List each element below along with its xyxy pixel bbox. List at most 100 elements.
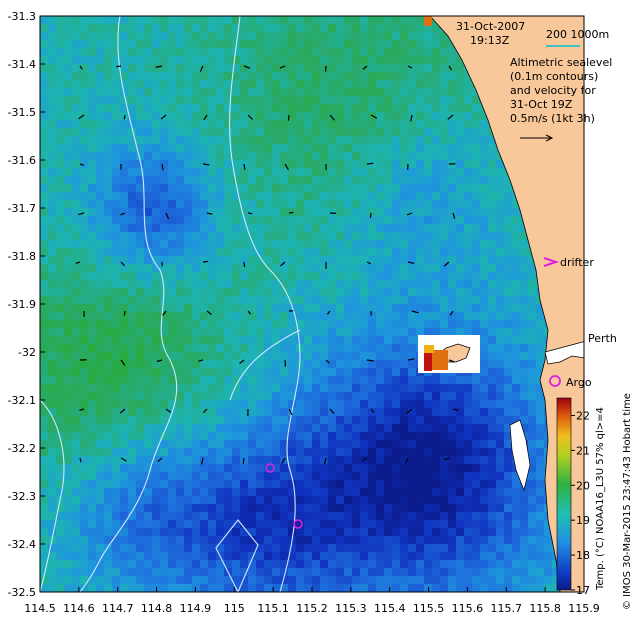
sst-cell <box>520 528 529 537</box>
sst-cell <box>312 200 321 209</box>
sst-cell <box>80 288 89 297</box>
sst-cell <box>432 392 441 401</box>
sst-cell <box>416 152 425 161</box>
sst-cell <box>264 384 273 393</box>
sst-cell <box>328 224 337 233</box>
sst-cell <box>184 552 193 561</box>
sst-cell <box>400 56 409 65</box>
sst-cell <box>80 328 89 337</box>
sst-cell <box>368 80 377 89</box>
sst-cell <box>544 544 553 553</box>
sst-cell <box>536 432 545 441</box>
sst-cell <box>456 88 465 97</box>
sst-cell <box>480 208 489 217</box>
sst-cell <box>304 416 313 425</box>
sst-cell <box>224 120 233 129</box>
sst-cell <box>176 376 185 385</box>
sst-cell <box>56 584 65 592</box>
sst-cell <box>240 112 249 121</box>
sst-cell <box>136 24 145 33</box>
sst-cell <box>200 200 209 209</box>
velocity-arrow <box>406 212 413 216</box>
sst-cell <box>160 280 169 289</box>
sst-cell <box>376 440 385 449</box>
sst-cell <box>232 232 241 241</box>
sst-cell <box>112 256 121 265</box>
sst-cell <box>232 360 241 369</box>
sst-cell <box>296 512 305 521</box>
sst-cell <box>176 96 185 105</box>
sst-cell <box>120 72 129 81</box>
sst-cell <box>112 584 121 592</box>
sst-cell <box>472 224 481 233</box>
sst-cell <box>184 56 193 65</box>
sst-cell <box>344 496 353 505</box>
velocity-arrow <box>79 65 83 70</box>
sst-cell <box>344 88 353 97</box>
sst-cell <box>48 568 57 577</box>
sst-cell <box>40 104 49 113</box>
sst-cell <box>344 184 353 193</box>
sst-cell <box>432 160 441 169</box>
sst-cell <box>200 272 209 281</box>
sst-cell <box>184 160 193 169</box>
velocity-arrow <box>370 114 378 119</box>
sst-cell <box>328 336 337 345</box>
sst-cell <box>200 536 209 545</box>
sst-cell <box>344 296 353 305</box>
sst-cell <box>440 208 449 217</box>
sst-cell <box>208 304 217 313</box>
velocity-arrows <box>75 65 459 465</box>
sst-cell <box>80 296 89 305</box>
sst-cell <box>488 496 497 505</box>
sst-cell <box>440 224 449 233</box>
sst-cell <box>480 240 489 249</box>
sst-cell <box>168 528 177 537</box>
sst-cell <box>528 408 537 417</box>
sst-cell <box>72 568 81 577</box>
sst-cell <box>216 528 225 537</box>
sst-cell <box>168 224 177 233</box>
sst-cell <box>392 112 401 121</box>
sst-cell <box>112 568 121 577</box>
sst-cell <box>392 184 401 193</box>
velocity-arrow <box>199 65 204 72</box>
sst-cell <box>376 344 385 353</box>
sst-cell <box>88 144 97 153</box>
sst-cell <box>440 256 449 265</box>
sst-cell <box>456 152 465 161</box>
velocity-arrow <box>447 114 454 120</box>
sst-cell <box>280 280 289 289</box>
sst-cell <box>56 24 65 33</box>
sst-cell <box>192 576 201 585</box>
velocity-arrow <box>119 408 126 414</box>
sst-cell <box>224 392 233 401</box>
sst-cell <box>120 544 129 553</box>
sst-cell <box>304 208 313 217</box>
sst-cell <box>208 336 217 345</box>
sst-cell <box>184 544 193 553</box>
sst-cell <box>248 176 257 185</box>
sst-cell <box>64 408 73 417</box>
sst-cell <box>288 32 297 41</box>
sst-cell <box>456 480 465 489</box>
sst-cell <box>144 224 153 233</box>
sst-cell <box>504 488 513 497</box>
sst-cell <box>488 480 497 489</box>
sst-cell <box>312 568 321 577</box>
sst-cell <box>56 520 65 529</box>
sst-cell <box>128 48 137 57</box>
sst-cell <box>440 520 449 529</box>
sst-cell <box>448 184 457 193</box>
sst-cell <box>488 408 497 417</box>
sst-cell <box>272 352 281 361</box>
sst-cell <box>304 248 313 257</box>
sst-cell <box>200 472 209 481</box>
sst-cell <box>504 216 513 225</box>
sst-cell <box>504 336 513 345</box>
sst-cell <box>176 184 185 193</box>
velocity-arrow <box>78 114 85 120</box>
sst-cell <box>272 264 281 273</box>
sst-cell <box>216 400 225 409</box>
sst-cell <box>360 576 369 585</box>
